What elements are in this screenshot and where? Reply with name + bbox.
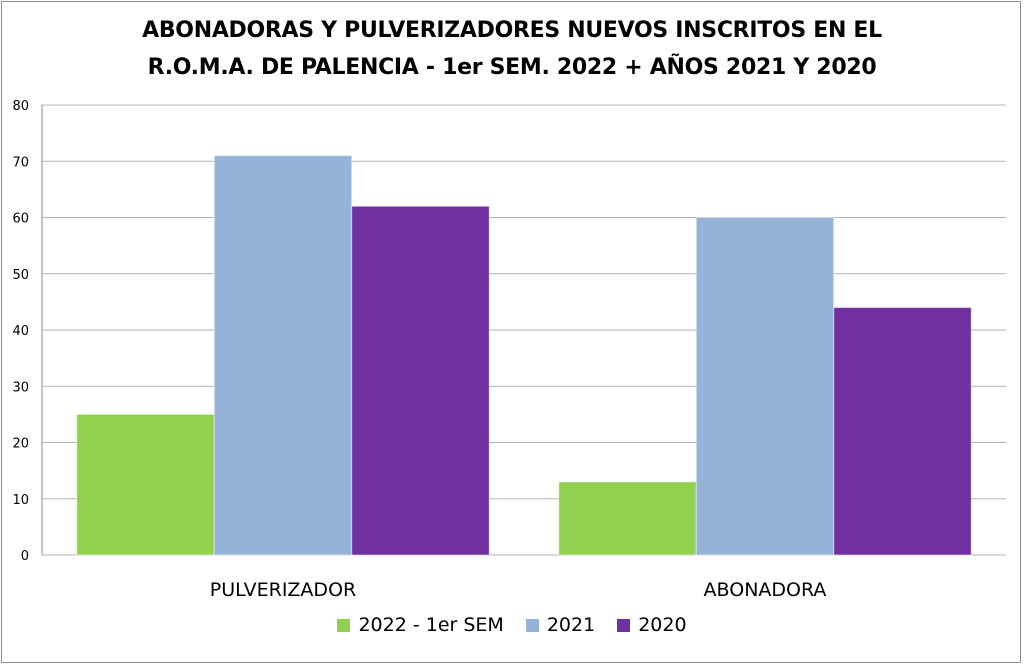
- y-tick-label: 70: [12, 155, 29, 170]
- bar-pulverizador-2022-1ersem: [76, 413, 215, 556]
- y-tick-label: 40: [12, 324, 29, 339]
- y-tick-label: 0: [21, 549, 29, 564]
- y-tick-label: 80: [12, 99, 29, 114]
- y-tick-label: 10: [12, 493, 29, 508]
- legend-item-2022: 2022 - 1er SEM: [337, 614, 504, 636]
- y-tick-label: 60: [12, 212, 29, 227]
- legend-swatch: [337, 618, 351, 632]
- legend-item-2021: 2021: [525, 614, 596, 636]
- x-category-label: ABONADORA: [704, 579, 827, 601]
- x-category-label: PULVERIZADOR: [210, 579, 356, 601]
- legend-label: 2021: [546, 614, 596, 636]
- y-tick-label: 30: [12, 380, 29, 395]
- legend: 2022 - 1er SEM 2021 2020: [0, 614, 1024, 636]
- legend-label: 2022 - 1er SEM: [358, 614, 504, 636]
- chart-title-line-1: ABONADORAS Y PULVERIZADORES NUEVOS INSCR…: [142, 18, 882, 43]
- legend-label: 2020: [638, 614, 687, 636]
- legend-item-2020: 2020: [617, 614, 687, 636]
- y-tick-label: 50: [12, 268, 29, 283]
- bar-abonadora-2020: [833, 307, 972, 556]
- bar-abonadora-2022-1ersem: [558, 481, 697, 556]
- bar-pulverizador-2020: [351, 205, 490, 556]
- chart-title-line-2: R.O.M.A. DE PALENCIA - 1er SEM. 2022 + A…: [147, 55, 877, 80]
- bar-abonadora-2021: [695, 217, 835, 556]
- bar-pulverizador-2021: [213, 155, 353, 556]
- legend-swatch: [525, 618, 539, 632]
- legend-swatch: [617, 618, 631, 632]
- y-tick-label: 20: [12, 437, 29, 452]
